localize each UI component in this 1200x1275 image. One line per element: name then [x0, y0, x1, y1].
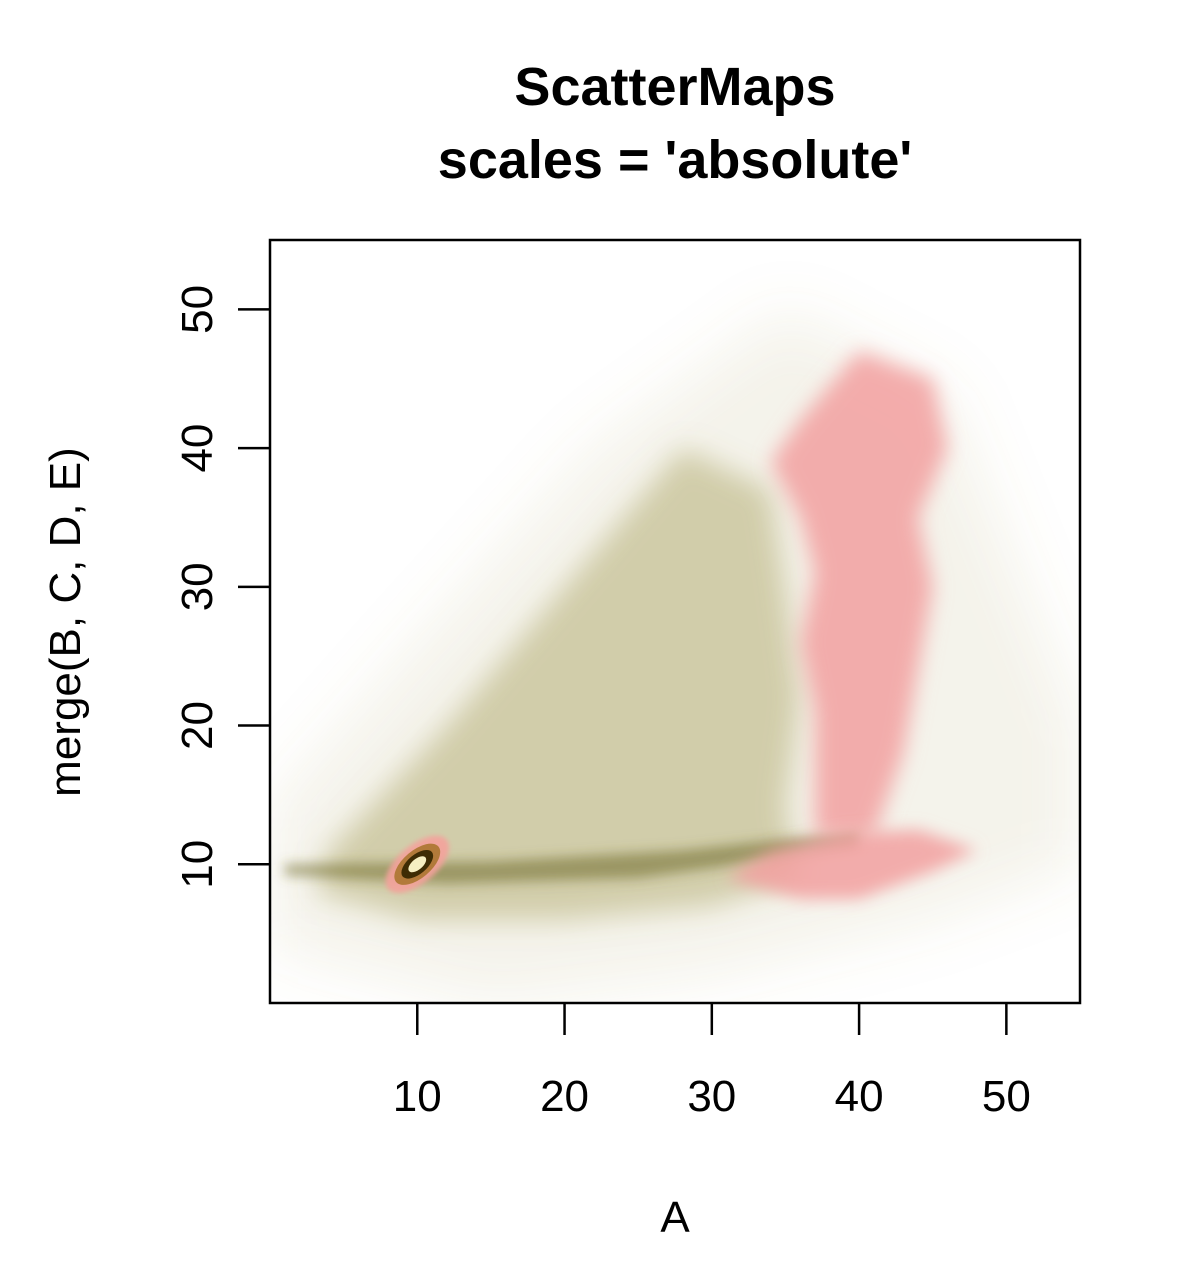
density-region-olive-haze	[270, 309, 1080, 1003]
hotspot-ring-4	[408, 856, 427, 873]
density-region-pink-foot	[726, 829, 977, 899]
y-axis-label: merge(B, C, D, E)	[41, 447, 90, 797]
x-tick-label-50: 50	[982, 1072, 1031, 1121]
x-tick-label-10: 10	[393, 1072, 442, 1121]
x-axis: 10 20 30 40 50	[393, 1003, 1031, 1121]
chart-subtitle: scales = 'absolute'	[438, 130, 912, 190]
y-tick-label-40: 40	[173, 424, 222, 473]
x-tick-label-30: 30	[687, 1072, 736, 1121]
y-axis: 10 20 30 40 50	[173, 285, 270, 889]
y-tick-label-20: 20	[173, 701, 222, 750]
plot-area	[270, 309, 1080, 1003]
x-axis-label: A	[660, 1193, 690, 1242]
y-tick-label-30: 30	[173, 562, 222, 611]
chart-title: ScatterMaps	[514, 57, 835, 117]
x-tick-label-40: 40	[835, 1072, 884, 1121]
x-tick-label-20: 20	[540, 1072, 589, 1121]
plot-frame	[268, 238, 1082, 1005]
y-tick-label-10: 10	[173, 840, 222, 889]
y-tick-label-50: 50	[173, 285, 222, 334]
density-region-pink-column	[770, 351, 948, 837]
